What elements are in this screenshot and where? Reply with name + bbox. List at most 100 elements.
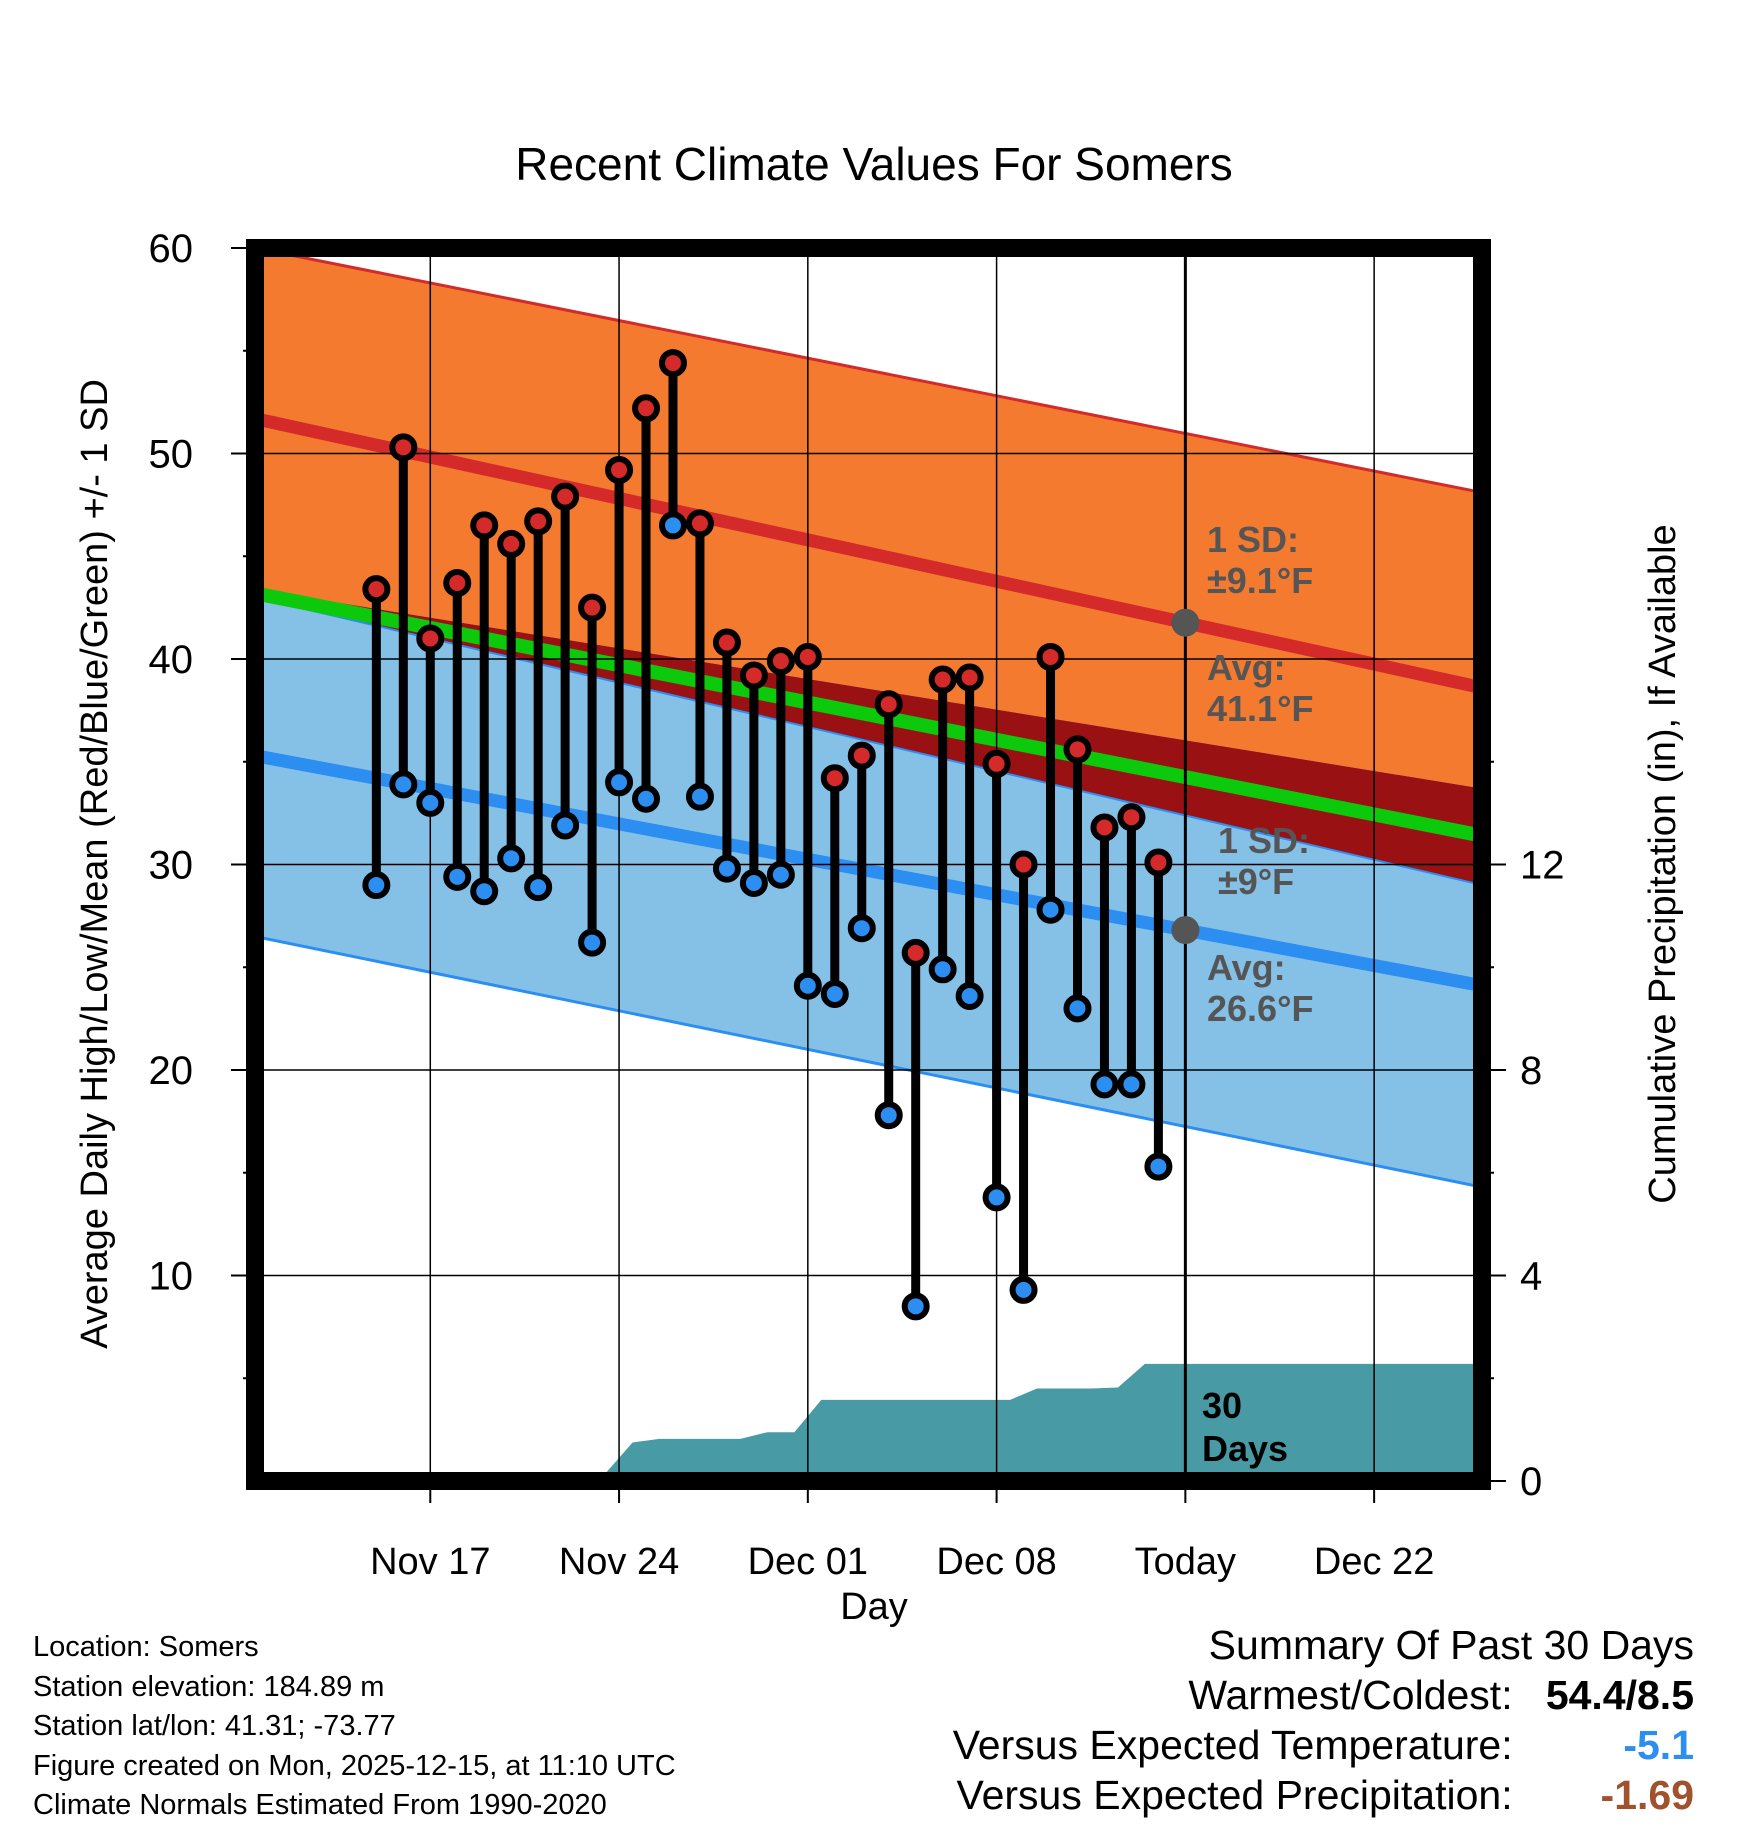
y-tick-label: 50	[149, 433, 194, 477]
info-location: Location: Somers	[33, 1631, 259, 1663]
low-point	[928, 955, 957, 984]
high-point	[1144, 848, 1173, 877]
high-avg-value: 41.1°F	[1207, 688, 1313, 729]
high-point	[443, 568, 472, 597]
days-word: Days	[1202, 1428, 1288, 1469]
y-axis-labels: 10 20 30 40 50 60	[149, 227, 194, 1299]
high-sd-title: 1 SD:	[1207, 519, 1299, 560]
low-lower-line	[255, 934, 1482, 1189]
high-point	[739, 661, 768, 690]
summary-precip-row: Versus Expected Precipitation: -1.69	[953, 1770, 1695, 1820]
y-axis-title: Average Daily High/Low/Mean (Red/Blue/Gr…	[74, 379, 116, 1349]
high-point	[712, 628, 741, 657]
summary-title: Summary Of Past 30 Days	[1208, 1622, 1694, 1668]
low-point	[416, 788, 445, 817]
high-point	[955, 663, 984, 692]
low-point	[362, 871, 391, 900]
low-point	[443, 862, 472, 891]
high-point	[901, 938, 930, 967]
x-tick-label: Dec 01	[748, 1541, 868, 1583]
high-point	[389, 433, 418, 462]
days-number: 30	[1202, 1385, 1242, 1426]
high-point	[658, 349, 687, 378]
warm-cold-value: 54.4/8.5	[1545, 1672, 1694, 1718]
high-point	[847, 741, 876, 770]
low-point	[658, 511, 687, 540]
x-axis-labels: Nov 17 Nov 24 Dec 01 Dec 08 Today Dec 22	[370, 1541, 1434, 1583]
low-point	[1090, 1070, 1119, 1099]
low-point	[632, 784, 661, 813]
x-tick-label: Dec 08	[936, 1541, 1056, 1583]
high-point	[605, 455, 634, 484]
high-point	[497, 529, 526, 558]
summary-warm-cold-row: Warmest/Coldest: 54.4/8.5	[953, 1670, 1694, 1720]
grid	[255, 247, 1482, 1481]
y-tick-label: 20	[149, 1049, 194, 1093]
annotations: 1 SD: ±9.1°F Avg: 41.1°F 1 SD: ±9°F Avg:…	[1202, 519, 1313, 1469]
low-point	[470, 877, 499, 906]
climate-chart: Recent Climate Values For Somers 1 SD: ±…	[74, 138, 1684, 1628]
low-point	[551, 811, 580, 840]
high-point	[1117, 803, 1146, 832]
today-high-avg-marker	[1171, 608, 1200, 637]
x-axis-title: Day	[840, 1586, 908, 1628]
y2-axis-labels: 0 4 8 12	[1520, 844, 1565, 1505]
temp-value: -5.1	[1623, 1722, 1694, 1768]
low-point	[982, 1183, 1011, 1212]
low-point	[1117, 1070, 1146, 1099]
low-point	[685, 782, 714, 811]
low-sd-value: ±9°F	[1218, 861, 1294, 902]
precip-value: -1.69	[1600, 1772, 1694, 1818]
plot-frame	[246, 239, 1491, 1490]
precip-area	[335, 1363, 1482, 1481]
info-elevation: Station elevation: 184.89 m	[33, 1670, 385, 1703]
high-avg-line	[255, 412, 1482, 695]
low-point	[739, 868, 768, 897]
high-point	[578, 593, 607, 622]
y-tick-label: 40	[149, 638, 194, 682]
high-upper-line	[255, 248, 1482, 495]
info-latlon: Station lat/lon: 41.31; -73.77	[33, 1710, 396, 1742]
low-point	[712, 854, 741, 883]
high-point	[874, 690, 903, 719]
low-avg-value: 26.6°F	[1207, 988, 1313, 1029]
summary-temp-row: Versus Expected Temperature: -5.1	[953, 1720, 1694, 1770]
low-point	[847, 914, 876, 943]
low-point	[524, 873, 553, 902]
y2-tick-label: 8	[1520, 1049, 1542, 1093]
info-normals: Climate Normals Estimated From 1990-2020	[33, 1789, 607, 1821]
summary-panel: Summary Of Past 30 Days Warmest/Coldest:…	[953, 1620, 1694, 1820]
low-point	[955, 982, 984, 1011]
y2-axis-title: Cumulative Precipitation (in), If Availa…	[1642, 524, 1684, 1203]
today-low-avg-marker	[1171, 916, 1200, 945]
low-point	[874, 1101, 903, 1130]
high-point	[793, 642, 822, 671]
x-tick-label: Dec 22	[1314, 1541, 1434, 1583]
low-point	[901, 1292, 930, 1321]
x-tick-label: Nov 17	[370, 1541, 490, 1583]
low-point	[793, 971, 822, 1000]
high-point	[1090, 813, 1119, 842]
info-created: Figure created on Mon, 2025-12-15, at 11…	[33, 1749, 676, 1782]
high-sd-value: ±9.1°F	[1207, 560, 1313, 601]
low-avg-title: Avg:	[1207, 947, 1286, 988]
high-point	[416, 624, 445, 653]
y2-tick-label: 0	[1520, 1460, 1542, 1504]
low-point	[766, 860, 795, 889]
high-point	[632, 394, 661, 423]
low-point	[605, 768, 634, 797]
high-avg-title: Avg:	[1207, 647, 1286, 688]
daily-range-bars	[371, 363, 1163, 1307]
high-sd-band	[255, 248, 1482, 789]
high-point	[766, 647, 795, 676]
low-point	[1009, 1275, 1038, 1304]
high-point	[1009, 850, 1038, 879]
high-point	[1036, 642, 1065, 671]
x-tick-label: Today	[1135, 1541, 1236, 1583]
y2-tick-label: 4	[1520, 1255, 1542, 1299]
low-point	[497, 844, 526, 873]
high-point	[820, 764, 849, 793]
low-point	[389, 770, 418, 799]
x-tick-label: Nov 24	[559, 1541, 679, 1583]
high-point	[928, 665, 957, 694]
